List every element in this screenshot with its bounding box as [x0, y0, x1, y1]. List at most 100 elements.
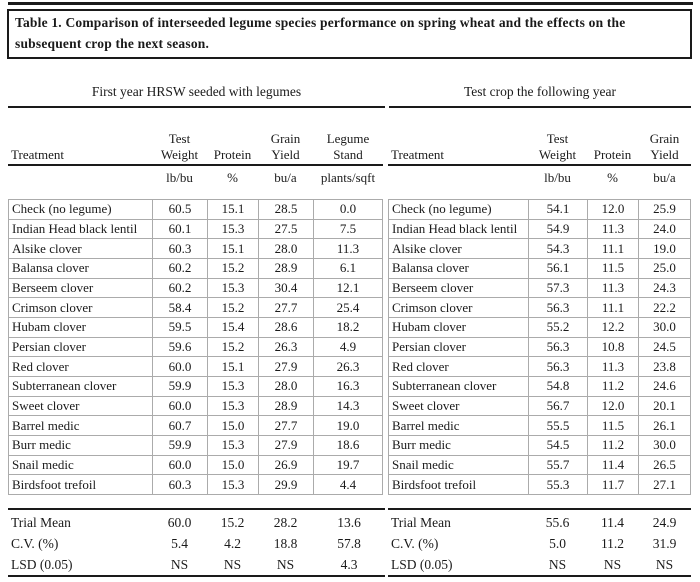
treatment-cell: Berseem clover — [389, 278, 529, 298]
test-weight-cell: 55.2 — [529, 318, 588, 337]
treatment-cell: Barrel medic — [9, 416, 153, 436]
test-weight-cell: 54.9 — [529, 219, 588, 239]
protein-cell: 15.3 — [208, 377, 259, 396]
unit-label-lb-bu: lb/bu — [544, 170, 571, 185]
test-weight-cell: 55.5 — [529, 416, 588, 436]
test-weight-cell: 59.9 — [153, 436, 208, 455]
test-weight-cell: 55.7 — [529, 455, 588, 475]
table-row: Balansa clover 56.1 11.5 25.0 — [389, 259, 690, 279]
test-weight-cell: 59.5 — [153, 318, 208, 337]
grain-yield-cell: 26.9 — [259, 455, 314, 475]
protein-cell: 15.1 — [208, 200, 259, 219]
treatment-cell: Birdsfoot trefoil — [9, 475, 153, 495]
test-weight-cell: NS — [548, 556, 567, 572]
protein-cell: 15.1 — [208, 357, 259, 377]
test-weight-cell: 56.3 — [529, 298, 588, 318]
treatment-cell: Burr medic — [389, 436, 529, 455]
grain-yield-cell: 28.0 — [259, 377, 314, 396]
legume-stand-cell: 26.3 — [336, 358, 360, 374]
test-weight-cell: 60.0 — [167, 514, 192, 530]
table-row: Subterranean clover 54.8 11.2 24.6 — [389, 377, 690, 397]
treatment-cell: Sweet clover — [389, 396, 529, 416]
column-headers-right: Treatment Test Weight Protein Grain Yiel… — [388, 116, 691, 166]
test-weight-cell: 56.3 — [529, 357, 588, 377]
table-row: Snail medic 60.0 15.0 26.9 19.7 — [9, 455, 382, 476]
summary-label: Trial Mean — [11, 514, 71, 530]
treatment-cell: Barrel medic — [389, 416, 529, 436]
table-row: Check (no legume) 60.5 15.1 28.5 0.0 — [9, 200, 382, 220]
protein-cell: 15.2 — [208, 337, 259, 357]
test-weight-cell: 55.3 — [529, 475, 588, 495]
protein-cell: 11.7 — [588, 475, 639, 495]
protein-cell: 11.4 — [600, 514, 625, 530]
treatment-cell: Check (no legume) — [389, 200, 529, 219]
summary-label: C.V. (%) — [391, 535, 439, 551]
grain-yield-cell: 30.0 — [653, 319, 676, 335]
table-row: Crimson clover 56.3 11.1 22.2 — [389, 298, 690, 319]
test-weight-cell: 60.3 — [153, 239, 208, 259]
protein-cell: 11.2 — [600, 535, 625, 551]
summary-label: LSD (0.05) — [11, 556, 73, 572]
treatment-cell: Check (no legume) — [9, 200, 153, 219]
treatment-cell: Indian Head black lentil — [389, 219, 529, 239]
protein-cell: 12.0 — [588, 396, 639, 416]
column-header-test-weight: Test Weight — [538, 130, 577, 162]
test-weight-cell: 56.1 — [529, 259, 588, 278]
column-header-protein: Protein — [213, 146, 252, 162]
table-row: Check (no legume) 54.1 12.0 25.9 — [389, 200, 690, 220]
test-weight-cell: 59.6 — [153, 337, 208, 357]
treatment-cell: Birdsfoot trefoil — [389, 475, 529, 495]
grain-yield-cell: 26.1 — [653, 417, 676, 433]
table-row: Persian clover 56.3 10.8 24.5 — [389, 337, 690, 358]
summary-row: Trial Mean 55.6 11.4 24.9 — [388, 512, 691, 533]
grain-yield-cell: 20.1 — [653, 398, 676, 414]
protein-cell: 11.5 — [588, 259, 639, 278]
grain-yield-cell: 27.7 — [259, 416, 314, 436]
test-weight-cell: 5.4 — [171, 535, 188, 551]
grain-yield-cell: 28.0 — [259, 239, 314, 259]
legume-stand-cell: 14.3 — [336, 398, 360, 414]
test-weight-cell: 60.0 — [153, 455, 208, 475]
grain-yield-cell: 28.9 — [259, 259, 314, 278]
unit-label-percent: % — [227, 170, 238, 185]
protein-cell: 15.1 — [208, 239, 259, 259]
test-weight-cell: 5.0 — [549, 535, 566, 551]
treatment-cell: Snail medic — [389, 455, 529, 475]
treatment-cell: Red clover — [389, 357, 529, 377]
protein-cell: 10.8 — [588, 337, 639, 357]
protein-cell: 15.3 — [208, 278, 259, 298]
test-weight-cell: 60.1 — [153, 219, 208, 239]
table-row: Berseem clover 57.3 11.3 24.3 — [389, 278, 690, 299]
legume-stand-cell: 12.1 — [336, 280, 360, 296]
grain-yield-cell: 25.9 — [653, 201, 676, 217]
test-weight-cell: 57.3 — [529, 278, 588, 298]
legume-stand-cell: 11.3 — [336, 240, 360, 256]
table-row: Sweet clover 60.0 15.3 28.9 14.3 — [9, 396, 382, 417]
grain-yield-cell: 24.9 — [652, 514, 677, 530]
test-weight-cell: 54.5 — [529, 436, 588, 455]
treatment-cell: Red clover — [9, 357, 153, 377]
legume-stand-cell: 25.4 — [336, 299, 360, 315]
column-header-treatment: Treatment — [391, 146, 444, 162]
grain-yield-cell: 27.5 — [259, 219, 314, 239]
grain-yield-cell: 18.8 — [273, 535, 298, 551]
section-heading-first-year: First year HRSW seeded with legumes — [8, 84, 385, 108]
legume-stand-cell: 19.0 — [336, 417, 360, 433]
unit-label-percent: % — [607, 170, 618, 185]
table-row: Birdsfoot trefoil 60.3 15.3 29.9 4.4 — [9, 475, 382, 495]
grain-yield-cell: 22.2 — [653, 299, 676, 315]
protein-cell: 15.0 — [208, 455, 259, 475]
grain-yield-cell: NS — [276, 556, 295, 572]
unit-label-plants-sqft: plants/sqft — [320, 170, 376, 185]
grain-yield-cell: 28.5 — [259, 200, 314, 219]
grain-yield-cell: 24.6 — [653, 378, 676, 394]
table-row: Hubam clover 59.5 15.4 28.6 18.2 — [9, 318, 382, 338]
protein-cell: 15.2 — [220, 514, 245, 530]
units-row-left: lb/bu % bu/a plants/sqft — [8, 170, 383, 188]
protein-cell: 11.3 — [588, 278, 639, 298]
grain-yield-cell: 28.9 — [259, 396, 314, 416]
protein-cell: 11.1 — [588, 239, 639, 259]
column-header-legume-stand: Legume Stand — [326, 130, 370, 162]
treatment-cell: Berseem clover — [9, 278, 153, 298]
